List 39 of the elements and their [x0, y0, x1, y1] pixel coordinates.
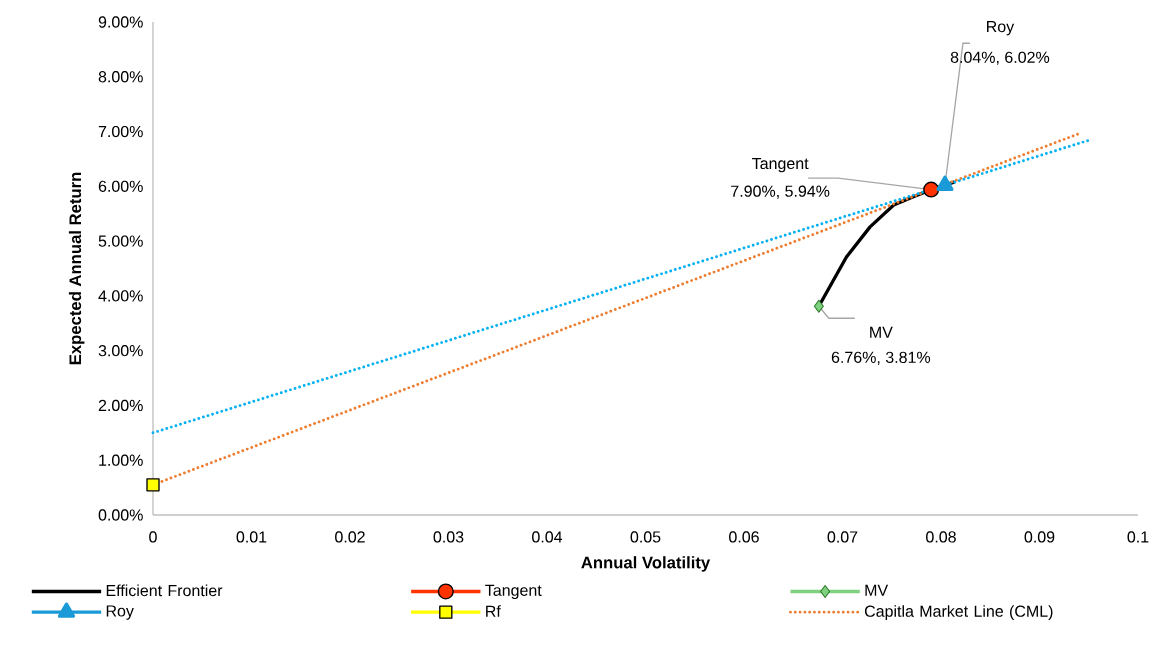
- annotation: 8.04%, 6.02%: [950, 51, 1050, 65]
- x-tick-label: 0.07: [827, 531, 858, 543]
- annotation: Roy: [987, 21, 1015, 36]
- point: [936, 175, 954, 191]
- y-tick-label: 7.00%: [98, 125, 143, 138]
- point: [813, 299, 824, 313]
- annotation: Tangent: [752, 157, 809, 173]
- x-tick-label: 0.02: [335, 531, 365, 543]
- y-tick-label: 4.00%: [98, 290, 143, 302]
- y-axis-title: Expected Annual Return: [68, 172, 85, 365]
- y-tick-label: 5.00%: [98, 235, 143, 247]
- x-tick-label: 0.1: [1127, 531, 1149, 543]
- x-tick-label: 0.08: [926, 531, 956, 543]
- y-tick-label: 8.00%: [98, 71, 143, 83]
- x-tick-label: 0.05: [630, 531, 661, 543]
- y-tick-label: 6.00%: [98, 180, 143, 192]
- legend-label: Roy: [106, 605, 134, 620]
- x-tick-label: 0.06: [729, 531, 759, 543]
- y-tick-label: 3.00%: [98, 345, 143, 357]
- legend-label: Tangent: [485, 584, 542, 600]
- x-tick-label: 0.09: [1024, 531, 1055, 543]
- annotation: 6.76%, 3.81%: [831, 351, 931, 365]
- annotation: 7.90%, 5.94%: [731, 185, 830, 199]
- legend-label: MV: [865, 584, 889, 596]
- annotation: MV: [870, 326, 893, 338]
- legend-label: Capitla Market Line (CML): [864, 605, 1053, 621]
- y-tick-label: 0.00%: [98, 509, 143, 521]
- x-tick-label: 0: [149, 531, 157, 543]
- x-axis-title: Annual Volatility: [581, 556, 711, 572]
- legend-label: Efficient Frontier: [106, 584, 223, 597]
- point: [923, 181, 940, 198]
- y-tick-label: 2.00%: [98, 399, 143, 412]
- legend-label: Rf: [486, 605, 501, 617]
- x-tick-label: 0.03: [433, 531, 464, 543]
- x-tick-label: 0.01: [236, 531, 267, 543]
- y-tick-label: 1.00%: [99, 454, 143, 466]
- y-tick-label: 9.00%: [98, 16, 143, 28]
- x-tick-label: 0.04: [532, 531, 563, 543]
- point: [146, 478, 160, 492]
